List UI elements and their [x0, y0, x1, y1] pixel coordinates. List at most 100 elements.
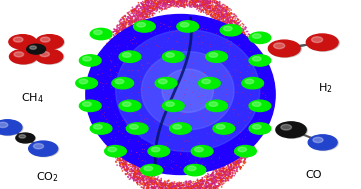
Point — [249, 131, 255, 134]
Point — [248, 150, 254, 153]
Point — [245, 37, 251, 40]
Point — [186, 0, 192, 3]
Point — [135, 161, 141, 164]
Point — [144, 177, 150, 180]
Point — [232, 25, 238, 28]
Point — [199, 178, 205, 181]
Point — [137, 166, 143, 169]
Point — [239, 36, 244, 39]
Point — [163, 187, 169, 189]
Point — [251, 58, 257, 61]
Point — [126, 29, 132, 32]
Point — [195, 0, 200, 2]
Circle shape — [170, 123, 191, 134]
Point — [227, 159, 233, 162]
Point — [157, 0, 162, 3]
Point — [121, 166, 126, 169]
Point — [107, 148, 113, 151]
Point — [216, 171, 221, 174]
Point — [149, 173, 155, 176]
Point — [171, 184, 177, 187]
Point — [207, 184, 213, 187]
Point — [237, 157, 243, 160]
Point — [209, 128, 215, 131]
Point — [122, 20, 128, 23]
Point — [134, 172, 140, 175]
Point — [236, 43, 242, 46]
Point — [233, 33, 239, 36]
Point — [228, 23, 234, 26]
Point — [150, 175, 156, 178]
Point — [194, 0, 200, 2]
Point — [124, 167, 130, 170]
Point — [120, 149, 126, 152]
Point — [234, 15, 239, 18]
Point — [128, 84, 134, 87]
Point — [224, 18, 230, 21]
Point — [227, 43, 233, 46]
Point — [227, 161, 233, 164]
Point — [201, 71, 207, 74]
Point — [213, 13, 219, 16]
Point — [225, 24, 231, 27]
Point — [119, 145, 125, 148]
Point — [165, 188, 171, 189]
Point — [231, 159, 237, 162]
Point — [219, 15, 225, 19]
Point — [236, 41, 242, 44]
Point — [212, 14, 218, 17]
Point — [186, 182, 191, 185]
Point — [191, 1, 197, 4]
Point — [106, 41, 112, 44]
Point — [114, 30, 119, 33]
Point — [132, 36, 138, 39]
Point — [209, 187, 214, 189]
Point — [209, 133, 215, 136]
Point — [217, 8, 222, 11]
Point — [128, 176, 134, 179]
Point — [132, 167, 138, 170]
Point — [137, 174, 143, 177]
Circle shape — [119, 100, 141, 112]
Point — [126, 19, 131, 22]
Point — [226, 174, 231, 177]
Point — [178, 0, 183, 1]
Point — [250, 148, 256, 151]
Point — [184, 115, 190, 118]
Point — [224, 8, 230, 11]
Point — [127, 26, 133, 29]
Point — [109, 41, 115, 44]
Point — [203, 99, 208, 102]
Point — [224, 173, 230, 176]
Point — [227, 31, 232, 34]
Circle shape — [249, 123, 271, 134]
Point — [170, 4, 176, 7]
Point — [243, 146, 248, 149]
Point — [205, 175, 210, 178]
Point — [154, 0, 160, 2]
Point — [219, 180, 225, 183]
Point — [156, 181, 162, 184]
Point — [202, 1, 208, 4]
Point — [125, 167, 130, 170]
Point — [152, 186, 157, 189]
Point — [127, 173, 133, 176]
Point — [144, 177, 149, 180]
Point — [125, 15, 131, 19]
Point — [189, 187, 195, 189]
Point — [233, 21, 239, 24]
Point — [123, 22, 129, 25]
Point — [214, 179, 219, 182]
Point — [218, 177, 223, 180]
Point — [228, 163, 234, 167]
Point — [105, 46, 110, 49]
Point — [137, 171, 143, 174]
Point — [235, 160, 241, 163]
Point — [170, 0, 176, 1]
Point — [158, 179, 164, 182]
Point — [209, 9, 215, 12]
Point — [143, 6, 148, 9]
Point — [139, 4, 145, 7]
Point — [113, 33, 119, 36]
Point — [225, 175, 231, 178]
